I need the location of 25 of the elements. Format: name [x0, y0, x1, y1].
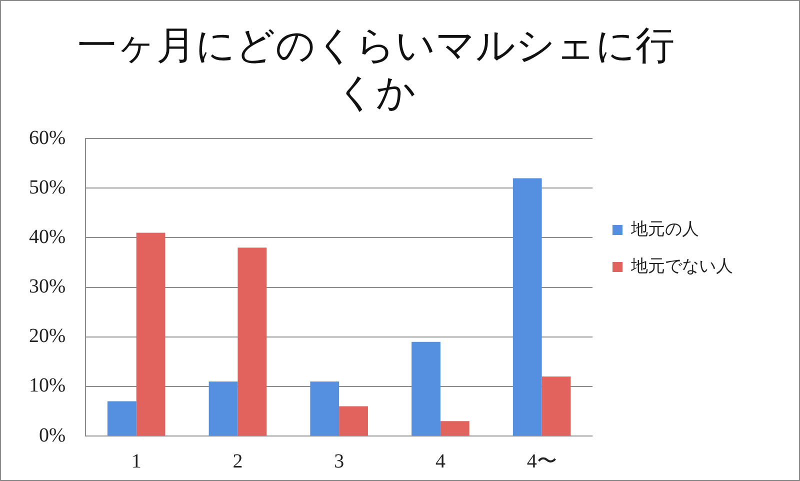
y-tick-label: 50% — [28, 176, 66, 198]
bar — [208, 381, 238, 436]
y-tick-label: 20% — [28, 325, 66, 348]
bar — [136, 232, 166, 436]
chart-title: 一ヶ月にどのくらいマルシェに行くか — [78, 24, 674, 114]
x-tick-label: 4 — [435, 450, 446, 472]
bar — [542, 376, 571, 436]
y-tick-label: 10% — [28, 374, 66, 397]
y-tick-label: 30% — [28, 276, 66, 298]
x-tick-label: 2 — [232, 450, 243, 472]
bar — [440, 421, 470, 436]
bar — [412, 342, 440, 436]
bar — [238, 248, 267, 436]
x-tick-label: 3 — [334, 450, 344, 472]
legend-label: 地元でない人 — [630, 256, 733, 276]
bar — [339, 406, 368, 436]
y-tick-label: 40% — [28, 226, 66, 248]
legend-label: 地元の人 — [630, 219, 699, 238]
bar — [512, 178, 542, 436]
bar — [107, 401, 136, 436]
y-tick-label: 0% — [38, 424, 66, 446]
x-tick-label: 4〜 — [526, 450, 557, 472]
bar — [310, 381, 340, 436]
y-tick-label: 60% — [28, 126, 66, 149]
x-tick-label: 1 — [131, 450, 142, 472]
